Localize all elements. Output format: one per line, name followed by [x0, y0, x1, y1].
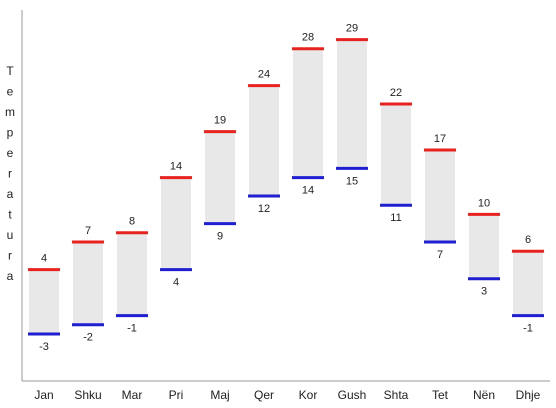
low-label: 11	[390, 212, 401, 224]
x-tick-label: Shta	[384, 388, 409, 402]
high-label: 17	[434, 133, 446, 145]
range-bar	[161, 177, 191, 270]
low-label: 4	[173, 277, 179, 289]
low-label: -3	[39, 341, 49, 353]
x-tick-label: Pri	[169, 388, 184, 402]
low-label: 9	[217, 231, 223, 243]
x-tick-label: Kor	[299, 388, 318, 402]
low-label: -1	[523, 323, 533, 335]
high-label: 8	[129, 216, 135, 228]
range-bar	[425, 150, 455, 242]
x-tick-label: Tet	[432, 388, 449, 402]
high-label: 6	[525, 234, 531, 246]
low-label: -2	[83, 332, 93, 344]
range-bar	[293, 48, 323, 178]
high-label: 19	[214, 115, 226, 127]
low-label: 3	[481, 286, 487, 298]
low-label: 7	[437, 249, 443, 261]
high-label: 24	[258, 69, 270, 81]
x-tick-label: Dhje	[516, 388, 541, 402]
x-tick-label: Shku	[74, 388, 101, 402]
high-label: 22	[390, 87, 402, 99]
x-tick-label: Mar	[122, 388, 143, 402]
high-label: 7	[85, 225, 91, 237]
low-label: 14	[302, 185, 314, 197]
low-label: 12	[258, 203, 270, 215]
range-bar	[469, 214, 499, 279]
low-label: -1	[127, 323, 137, 335]
high-label: 29	[346, 23, 358, 35]
range-bar	[337, 39, 367, 169]
x-tick-label: Qer	[254, 388, 274, 402]
low-label: 15	[346, 175, 358, 187]
x-tick-label: Gush	[338, 388, 367, 402]
range-bar	[117, 232, 147, 316]
range-bar	[29, 269, 59, 334]
high-label: 10	[478, 197, 490, 209]
x-tick-label: Nën	[473, 388, 495, 402]
x-tick-label: Maj	[210, 388, 229, 402]
range-bar	[513, 251, 543, 316]
range-bar	[381, 104, 411, 206]
range-bar	[73, 242, 103, 325]
high-label: 4	[41, 253, 47, 265]
range-bar	[205, 131, 235, 224]
high-label: 28	[302, 32, 314, 44]
range-bar	[249, 85, 279, 196]
high-label: 14	[170, 161, 182, 173]
x-tick-label: Jan	[34, 388, 53, 402]
